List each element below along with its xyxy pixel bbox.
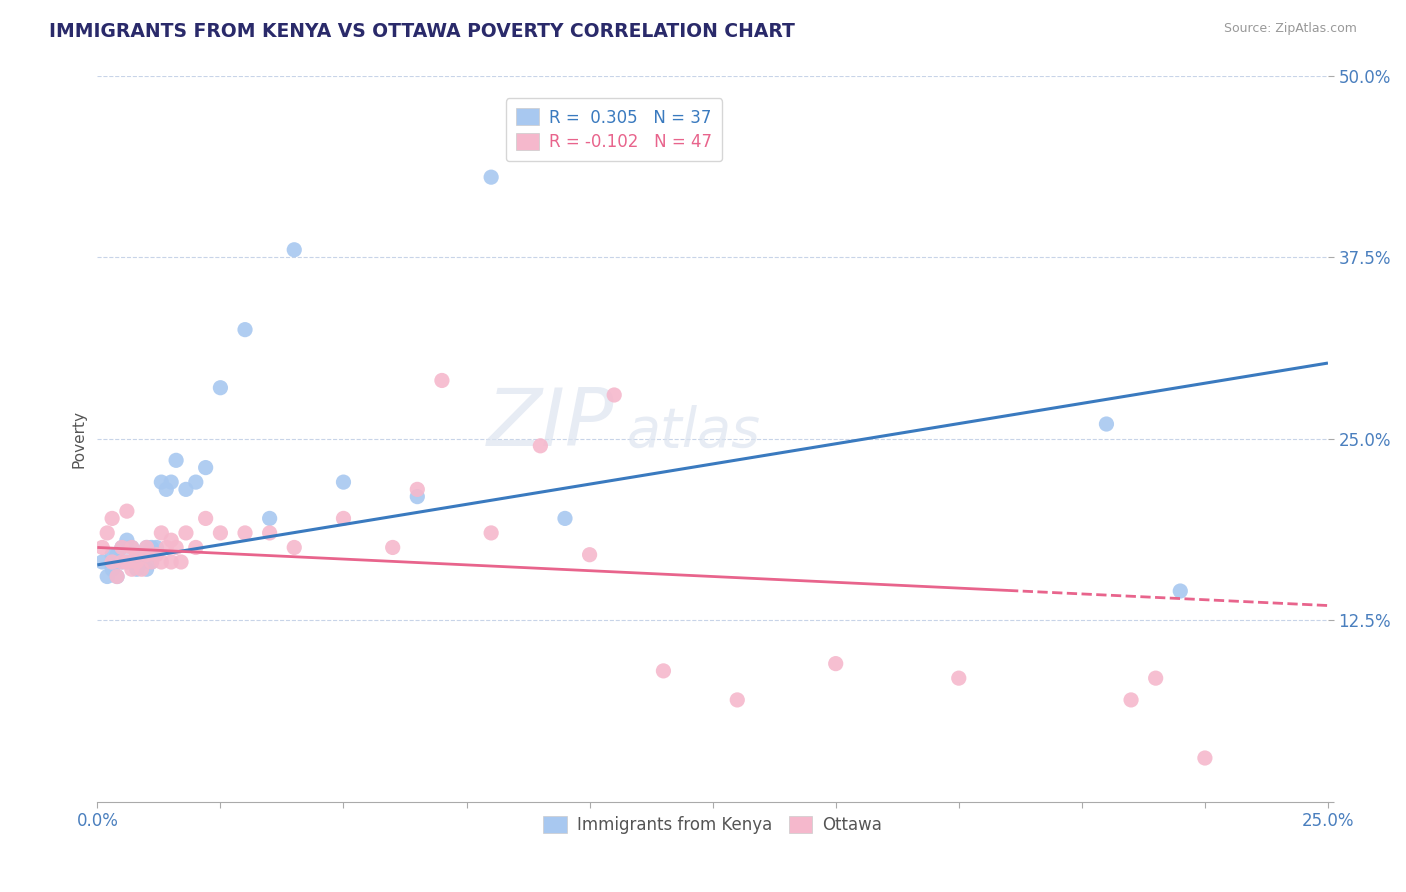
Point [529, 439, 551, 453]
Point [145, 548, 167, 562]
Point [381, 541, 404, 555]
Point [125, 562, 148, 576]
Point [479, 170, 502, 185]
Point [1194, 751, 1216, 765]
Point [209, 381, 232, 395]
Point [135, 548, 157, 562]
Point [259, 525, 281, 540]
Text: ZIP: ZIP [486, 385, 614, 463]
Point [96, 569, 118, 583]
Point [824, 657, 846, 671]
Point [131, 562, 153, 576]
Point [121, 562, 143, 576]
Point [111, 541, 134, 555]
Point [115, 555, 138, 569]
Point [160, 555, 183, 569]
Text: IMMIGRANTS FROM KENYA VS OTTAWA POVERTY CORRELATION CHART: IMMIGRANTS FROM KENYA VS OTTAWA POVERTY … [49, 22, 794, 41]
Point [430, 374, 453, 388]
Text: atlas: atlas [627, 405, 761, 458]
Point [111, 555, 134, 569]
Point [121, 541, 143, 555]
Point [1095, 417, 1118, 431]
Point [91, 555, 114, 569]
Point [135, 541, 157, 555]
Point [194, 511, 217, 525]
Point [141, 555, 163, 569]
Point [209, 525, 232, 540]
Point [406, 490, 429, 504]
Point [91, 541, 114, 555]
Point [125, 548, 148, 562]
Point [725, 693, 748, 707]
Point [332, 511, 354, 525]
Point [406, 483, 429, 497]
Point [578, 548, 600, 562]
Point [141, 541, 163, 555]
Point [184, 541, 207, 555]
Point [111, 555, 134, 569]
Point [145, 541, 167, 555]
Legend: Immigrants from Kenya, Ottawa: Immigrants from Kenya, Ottawa [533, 805, 891, 844]
Point [283, 541, 305, 555]
Point [125, 548, 148, 562]
Point [160, 475, 183, 489]
Point [105, 569, 128, 583]
Point [1144, 671, 1167, 685]
Point [135, 562, 157, 576]
Point [1168, 584, 1191, 599]
Point [174, 483, 197, 497]
Point [259, 511, 281, 525]
Point [115, 504, 138, 518]
Point [101, 562, 124, 576]
Point [332, 475, 354, 489]
Point [131, 555, 153, 569]
Point [174, 525, 197, 540]
Point [101, 548, 124, 562]
Point [150, 475, 173, 489]
Point [554, 511, 576, 525]
Point [105, 569, 128, 583]
Point [165, 541, 187, 555]
Point [160, 533, 183, 548]
Point [184, 475, 207, 489]
Point [948, 671, 970, 685]
Point [652, 664, 675, 678]
Text: Source: ZipAtlas.com: Source: ZipAtlas.com [1223, 22, 1357, 36]
Point [101, 511, 124, 525]
Point [150, 525, 173, 540]
Point [96, 525, 118, 540]
Point [125, 555, 148, 569]
Point [121, 555, 143, 569]
Point [115, 555, 138, 569]
Point [155, 483, 177, 497]
Point [170, 555, 193, 569]
Point [155, 541, 177, 555]
Point [121, 541, 143, 555]
Point [150, 555, 173, 569]
Point [165, 453, 187, 467]
Point [283, 243, 305, 257]
Point [479, 525, 502, 540]
Point [141, 555, 163, 569]
Point [233, 525, 256, 540]
Y-axis label: Poverty: Poverty [72, 409, 86, 467]
Point [115, 533, 138, 548]
Point [194, 460, 217, 475]
Point [233, 323, 256, 337]
Point [135, 541, 157, 555]
Point [101, 555, 124, 569]
Point [105, 548, 128, 562]
Point [1119, 693, 1142, 707]
Point [111, 541, 134, 555]
Point [603, 388, 626, 402]
